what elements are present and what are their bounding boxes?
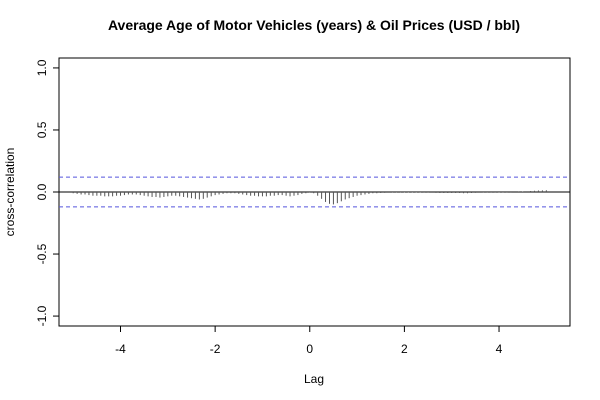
x-tick-label: 0 (306, 342, 313, 356)
x-tick-label: 4 (496, 342, 503, 356)
x-tick-label: -2 (210, 342, 221, 356)
y-axis-label: cross-correlation (3, 148, 17, 237)
y-tick-label: -1.0 (35, 305, 49, 326)
x-tick-label: -4 (115, 342, 126, 356)
x-tick-label: 2 (401, 342, 408, 356)
y-tick-label: -0.5 (35, 243, 49, 264)
chart-title: Average Age of Motor Vehicles (years) & … (108, 17, 520, 33)
x-axis-label: Lag (304, 372, 324, 386)
y-tick-label: 0.0 (35, 183, 49, 200)
y-tick-label: 0.5 (35, 121, 49, 138)
y-tick-label: 1.0 (35, 59, 49, 76)
plot-area: -4 -2 0 2 4 -1.0 -0.5 0.0 0.5 1.0 (35, 57, 571, 356)
